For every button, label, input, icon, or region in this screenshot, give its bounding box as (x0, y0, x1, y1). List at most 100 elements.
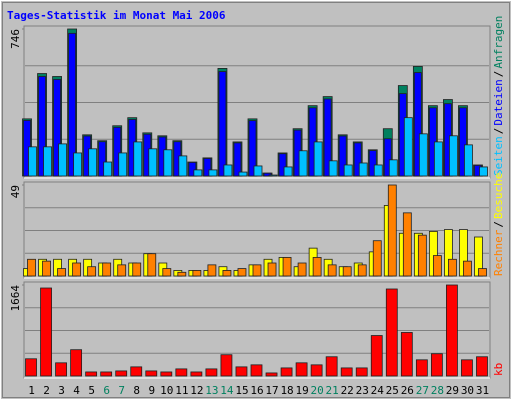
bar (355, 367, 368, 377)
bar (479, 166, 488, 177)
bar (162, 268, 172, 277)
bar (68, 32, 77, 177)
bar (250, 364, 263, 377)
bar (145, 370, 158, 377)
bar (160, 371, 173, 377)
bar (449, 135, 458, 177)
bar (133, 141, 143, 177)
x-tick-label: 7 (118, 384, 125, 397)
bar (192, 270, 202, 277)
legend-separator: / (492, 221, 505, 228)
x-tick-label: 11 (175, 384, 188, 397)
bar (207, 264, 217, 277)
bar (325, 356, 338, 377)
bar (113, 126, 122, 177)
x-tick-label: 22 (341, 384, 354, 397)
x-tick-label: 20 (311, 384, 324, 397)
inner-bevel (2, 2, 510, 398)
bar (72, 262, 82, 277)
bar (42, 260, 51, 277)
bar (203, 158, 212, 177)
bar (235, 366, 248, 377)
bar (400, 332, 413, 377)
x-tick-label: 18 (280, 384, 293, 397)
bar (358, 162, 368, 177)
bar (175, 368, 188, 377)
x-tick-label: 15 (235, 384, 248, 397)
bar (237, 268, 247, 277)
bar (178, 155, 188, 177)
legend-entry: Seiten (492, 136, 505, 176)
y-tick-label: 1664 (9, 285, 22, 312)
legend-entry: kb (492, 363, 505, 376)
x-tick-label: 29 (446, 384, 459, 397)
bar (432, 255, 442, 277)
bar (464, 144, 473, 177)
bar (372, 240, 382, 277)
bar (55, 362, 67, 377)
bar (328, 160, 338, 177)
bar (103, 161, 113, 177)
bar (413, 72, 422, 177)
legend: Seiten/Dateien/Anfragen (492, 16, 505, 176)
legend: Rechner/ Besuche (492, 173, 505, 276)
bar (430, 353, 443, 377)
bar (418, 133, 428, 177)
bar (38, 76, 46, 177)
bar (130, 366, 143, 377)
bar (476, 356, 488, 377)
bar (338, 135, 347, 177)
x-tick-label: 3 (58, 384, 65, 397)
bar (132, 262, 142, 277)
bar (25, 358, 37, 377)
bar (295, 362, 308, 377)
bar (100, 371, 113, 377)
bar (343, 164, 353, 177)
bar (147, 253, 157, 277)
legend-separator: / (492, 71, 505, 78)
bar (310, 364, 323, 377)
bar (87, 266, 97, 277)
bar (342, 266, 352, 277)
bar (459, 107, 467, 177)
bar (313, 141, 323, 177)
bar (222, 270, 232, 277)
legend-entry: Anfragen (492, 16, 505, 69)
bar (278, 153, 287, 177)
bar (248, 120, 257, 177)
legend-entry: Rechner (492, 229, 505, 276)
bar (43, 146, 52, 177)
bar (117, 264, 127, 277)
x-tick-label: 23 (356, 384, 369, 397)
bar (282, 257, 292, 277)
bar (57, 268, 66, 277)
x-tick-label: 19 (295, 384, 308, 397)
bar (327, 264, 337, 277)
legend-entry: Dateien (492, 79, 505, 125)
x-tick-label: 10 (160, 384, 173, 397)
x-tick-label: 5 (88, 384, 95, 397)
legend-entry: Besuche (492, 173, 505, 219)
bar (448, 258, 457, 277)
bar (267, 262, 277, 277)
bar (373, 164, 383, 177)
bar (238, 171, 248, 177)
bar (433, 141, 443, 177)
x-tick-label: 4 (73, 384, 80, 397)
bar (53, 79, 61, 177)
chart-title: Tages-Statistik im Monat Mai 2006 (7, 9, 226, 22)
bar (383, 138, 392, 177)
bar (353, 142, 362, 177)
y-tick-label: 49 (9, 185, 22, 198)
x-tick-label: 27 (416, 384, 429, 397)
bar (163, 149, 173, 177)
bar (298, 150, 308, 177)
bar (357, 264, 367, 277)
y-tick-label: 746 (9, 29, 22, 49)
bar (403, 117, 413, 177)
bar (98, 141, 107, 177)
bar (85, 371, 98, 377)
x-tick-label: 25 (386, 384, 399, 397)
